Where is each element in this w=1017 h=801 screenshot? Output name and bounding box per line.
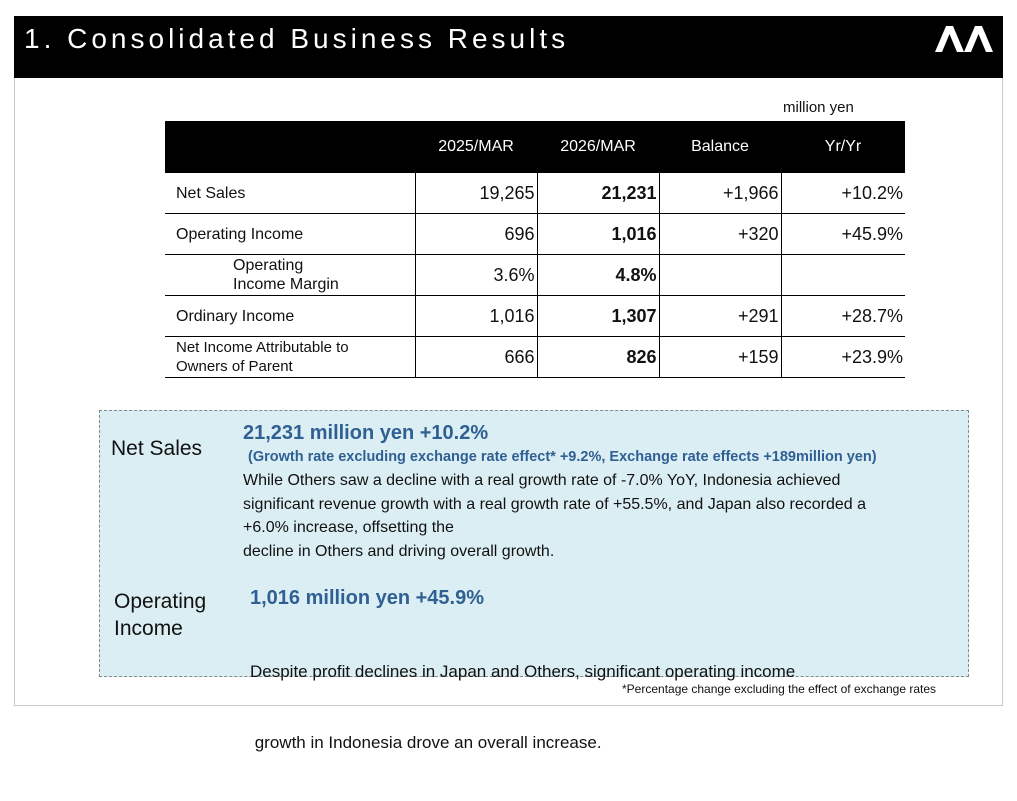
table-header-row: 2025/MAR 2026/MAR Balance Yr/Yr [165,121,905,173]
table-row: Operating Income 696 1,016 +320 +45.9% [165,213,905,255]
cell-yoy [781,254,905,296]
cell-yoy: +23.9% [781,336,905,378]
column-header: 2026/MAR [537,121,659,173]
footnote: *Percentage change excluding the effect … [622,682,936,696]
cell-prev: 666 [415,336,538,378]
company-logo [935,26,993,52]
label-line: Income [114,617,183,640]
cell-prev: 696 [415,213,538,255]
table-row: Net Sales 19,265 21,231 +1,966 +10.2% [165,173,905,214]
row-label: Operating Income Margin [165,254,416,296]
body-line: Despite profit declines in Japan and Oth… [250,662,796,681]
net-sales-headline: 21,231 million yen +10.2% [243,422,489,444]
cell-balance: +1,966 [659,173,782,214]
row-label: Ordinary Income [165,295,416,337]
body-line: significant revenue growth with a real g… [243,495,867,513]
cell-curr: 21,231 [537,173,660,214]
cell-yoy: +28.7% [781,295,905,337]
page-title: 1. Consolidated Business Results [24,23,570,54]
body-line: While Others saw a decline with a real g… [243,472,841,489]
cell-curr: 1,307 [537,295,660,337]
unit-label: million yen [783,99,854,116]
operating-income-body: Despite profit declines in Japan and Oth… [250,613,950,801]
cell-balance [659,254,782,296]
column-header: 2025/MAR [415,121,537,173]
table-row: Net Income Attributable to Owners of Par… [165,336,905,378]
cell-balance: +291 [659,295,782,337]
row-label: Net Income Attributable to Owners of Par… [165,336,416,378]
net-sales-subline: (Growth rate excluding exchange rate eff… [248,449,877,465]
cell-curr: 826 [537,336,660,378]
cell-curr: 4.8% [537,254,660,296]
body-line: decline in Others and driving overall gr… [243,542,555,560]
summary-box: Net Sales 21,231 million yen +10.2% (Gro… [99,410,969,752]
cell-curr: 1,016 [537,213,660,255]
cell-balance: +320 [659,213,782,255]
cell-prev: 1,016 [415,295,538,337]
body-line: +6.0% increase, offsetting the [243,519,454,536]
results-table: 2025/MAR 2026/MAR Balance Yr/Yr Net Sale… [165,121,905,378]
cell-prev: 19,265 [415,173,538,214]
title-bar: 1. Consolidated Business Results [14,16,1003,78]
operating-income-headline: 1,016 million yen +45.9% [250,587,485,609]
cell-yoy: +45.9% [781,213,905,255]
row-label: Operating Income [165,213,416,255]
table-row: Ordinary Income 1,016 1,307 +291 +28.7% [165,295,905,337]
cell-prev: 3.6% [415,254,538,296]
net-sales-label: Net Sales [111,437,203,460]
cell-balance: +159 [659,336,782,378]
net-sales-body: While Others saw a decline with a real g… [243,469,963,563]
operating-income-label: Operating Income [114,588,206,642]
cell-yoy: +10.2% [781,173,905,214]
column-header [165,121,415,173]
table-row: Operating Income Margin 3.6% 4.8% [165,254,905,296]
body-line: growth in Indonesia drove an overall inc… [250,732,602,752]
label-line: Operating [114,590,207,613]
column-header: Balance [659,121,781,173]
row-label: Net Sales [165,173,416,214]
column-header: Yr/Yr [781,121,905,173]
